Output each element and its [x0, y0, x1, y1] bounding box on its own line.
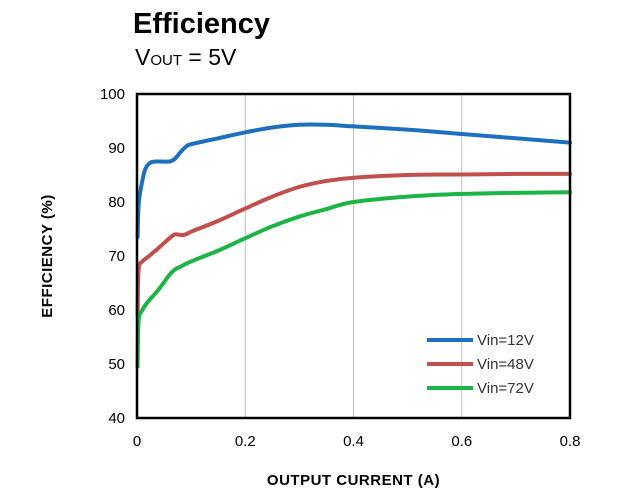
grid-lines — [244, 94, 463, 418]
x-tick-label: 0.6 — [451, 433, 472, 450]
y-tick-label: 40 — [108, 410, 125, 427]
subtitle-prefix: V — [135, 44, 151, 70]
y-tick-label: 90 — [108, 140, 125, 157]
y-axis-label: EFFICIENCY (%) — [39, 194, 56, 317]
legend-label: Vin=12V — [477, 332, 534, 349]
series-line-3 — [135, 190, 572, 369]
x-axis-label: OUTPUT CURRENT (A) — [267, 472, 440, 489]
subtitle-subscript: OUT — [150, 52, 183, 69]
x-tick-label: 0.8 — [560, 433, 581, 450]
chart-subtitle: VOUT = 5V — [135, 44, 236, 71]
y-tick-label: 70 — [108, 248, 125, 265]
chart-title: Efficiency — [133, 8, 270, 40]
series-line-2 — [135, 171, 572, 318]
series-lines — [135, 122, 572, 369]
x-tick-label: 0.2 — [235, 433, 256, 450]
y-tick-label: 80 — [108, 194, 125, 211]
series-line-1 — [135, 122, 572, 240]
y-tick-label: 50 — [108, 356, 125, 373]
x-tick-labels: 0 0.2 0.4 0.6 0.8 — [133, 433, 581, 450]
subtitle-rest: = 5V — [182, 44, 237, 70]
legend: Vin=12V Vin=48V Vin=72V — [427, 332, 534, 397]
x-tick-label: 0.4 — [343, 433, 364, 450]
plot-frame — [135, 92, 572, 420]
legend-label: Vin=72V — [477, 380, 534, 397]
y-tick-label: 60 — [108, 302, 125, 319]
x-tick-label: 0 — [133, 433, 141, 450]
y-tick-labels: 40 50 60 70 80 90 100 — [100, 86, 125, 427]
y-tick-label: 100 — [100, 86, 125, 103]
legend-label: Vin=48V — [477, 356, 534, 373]
